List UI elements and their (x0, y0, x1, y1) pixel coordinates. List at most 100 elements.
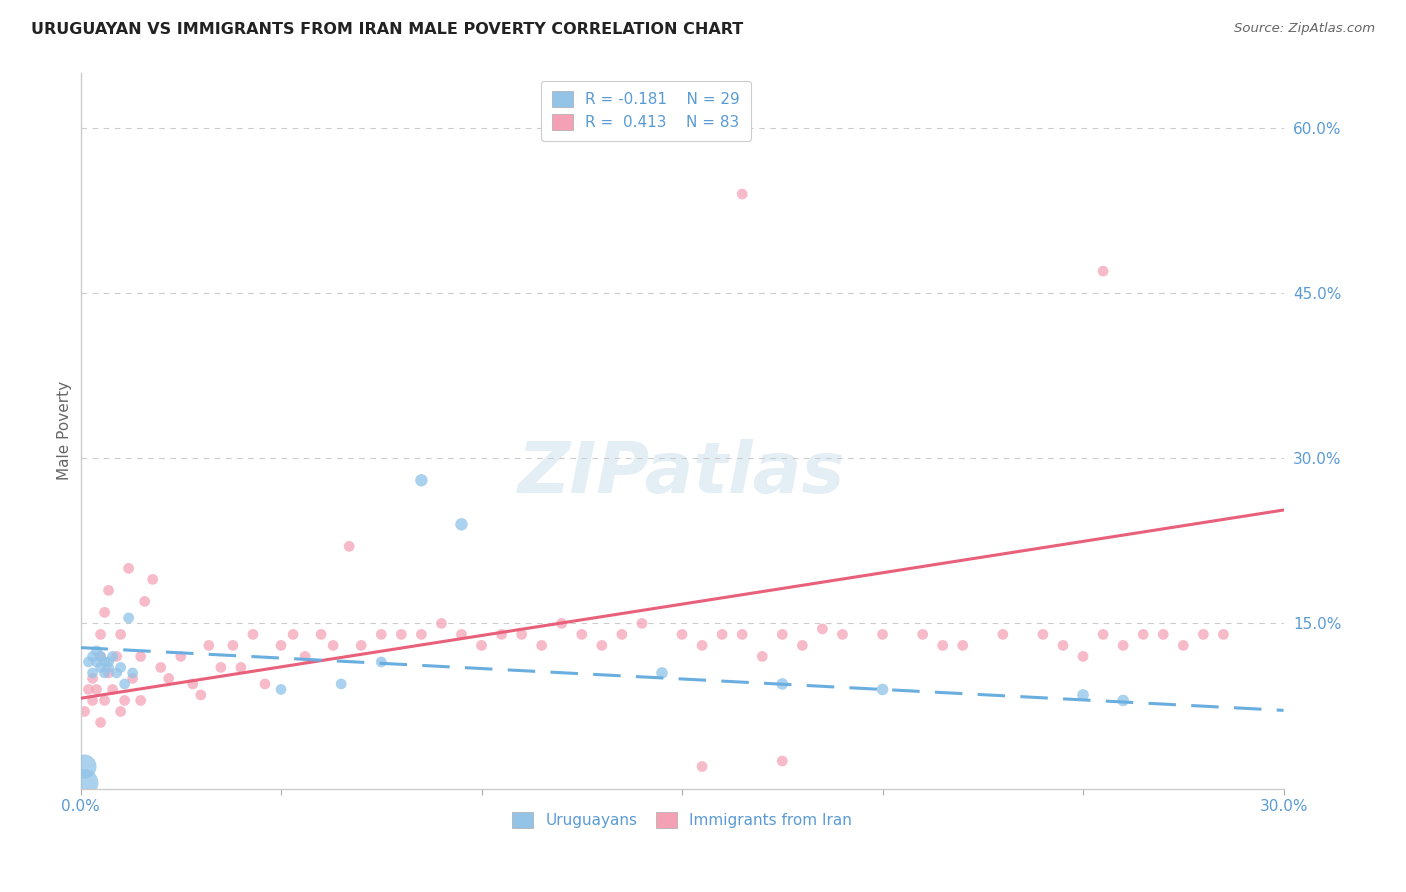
Point (90, 649, 112, 664)
Point (931, 639, 953, 653)
Point (93, 693, 115, 707)
Point (281, 627, 304, 641)
Point (229, 660, 252, 674)
Point (198, 639, 221, 653)
Point (129, 649, 152, 664)
Point (770, 677, 793, 691)
Point (101, 682, 124, 697)
Point (90, 627, 112, 641)
Point (82, 693, 104, 707)
Point (190, 688, 212, 702)
Point (1092, 627, 1115, 641)
Point (350, 639, 373, 653)
Point (1112, 639, 1135, 653)
Point (294, 649, 316, 664)
Point (93, 606, 115, 620)
Point (134, 594, 156, 608)
Legend: Uruguayans, Immigrants from Iran: Uruguayans, Immigrants from Iran (506, 806, 859, 835)
Point (1071, 688, 1094, 702)
Point (911, 627, 934, 641)
Point (242, 627, 264, 641)
Point (671, 627, 693, 641)
Point (1071, 649, 1094, 664)
Point (690, 759, 713, 773)
Point (117, 561, 139, 575)
Point (97, 660, 120, 674)
Point (470, 639, 492, 653)
Point (337, 539, 360, 553)
Point (770, 627, 793, 641)
Point (90, 660, 112, 674)
Text: URUGUAYAN VS IMMIGRANTS FROM IRAN MALE POVERTY CORRELATION CHART: URUGUAYAN VS IMMIGRANTS FROM IRAN MALE P… (31, 22, 744, 37)
Point (591, 639, 613, 653)
Point (90, 715, 112, 730)
Point (97, 655, 120, 669)
Point (370, 627, 392, 641)
Point (389, 627, 412, 641)
Point (157, 672, 180, 686)
Point (82, 649, 104, 664)
Point (105, 665, 128, 680)
Text: Source: ZipAtlas.com: Source: ZipAtlas.com (1234, 22, 1375, 36)
Point (97, 665, 120, 680)
Point (530, 639, 553, 653)
Point (1112, 693, 1135, 707)
Point (1092, 264, 1115, 278)
Point (222, 639, 245, 653)
Text: ZIPatlas: ZIPatlas (519, 439, 846, 508)
Point (142, 573, 165, 587)
Point (751, 649, 773, 664)
Point (1052, 639, 1074, 653)
Point (110, 705, 132, 719)
Point (731, 627, 754, 641)
Point (571, 627, 593, 641)
Point (105, 649, 128, 664)
Point (110, 660, 132, 674)
Point (82, 672, 104, 686)
Point (1173, 639, 1195, 653)
Point (82, 665, 104, 680)
Point (170, 649, 193, 664)
Point (1212, 627, 1234, 641)
Point (792, 639, 814, 653)
Point (114, 693, 136, 707)
Point (73, 776, 96, 790)
Point (631, 616, 654, 631)
Point (872, 682, 894, 697)
Point (430, 616, 453, 631)
Point (731, 187, 754, 202)
Point (711, 627, 734, 641)
Point (610, 627, 633, 641)
Point (1132, 627, 1154, 641)
Y-axis label: Male Poverty: Male Poverty (58, 381, 72, 480)
Point (77, 682, 100, 697)
Point (1032, 627, 1054, 641)
Point (309, 627, 332, 641)
Point (510, 627, 533, 641)
Point (77, 655, 100, 669)
Point (551, 616, 574, 631)
Point (253, 677, 276, 691)
Point (101, 649, 124, 664)
Point (86, 655, 108, 669)
Point (952, 639, 974, 653)
Point (690, 639, 713, 653)
Point (872, 627, 894, 641)
Point (322, 639, 344, 653)
Point (330, 677, 353, 691)
Point (1152, 627, 1174, 641)
Point (110, 627, 132, 641)
Point (831, 627, 853, 641)
Point (117, 611, 139, 625)
Point (97, 583, 120, 598)
Point (86, 644, 108, 658)
Point (86, 682, 108, 697)
Point (209, 660, 232, 674)
Point (270, 682, 292, 697)
Point (411, 473, 433, 487)
Point (651, 665, 673, 680)
Point (121, 672, 143, 686)
Point (114, 677, 136, 691)
Point (270, 639, 292, 653)
Point (491, 627, 513, 641)
